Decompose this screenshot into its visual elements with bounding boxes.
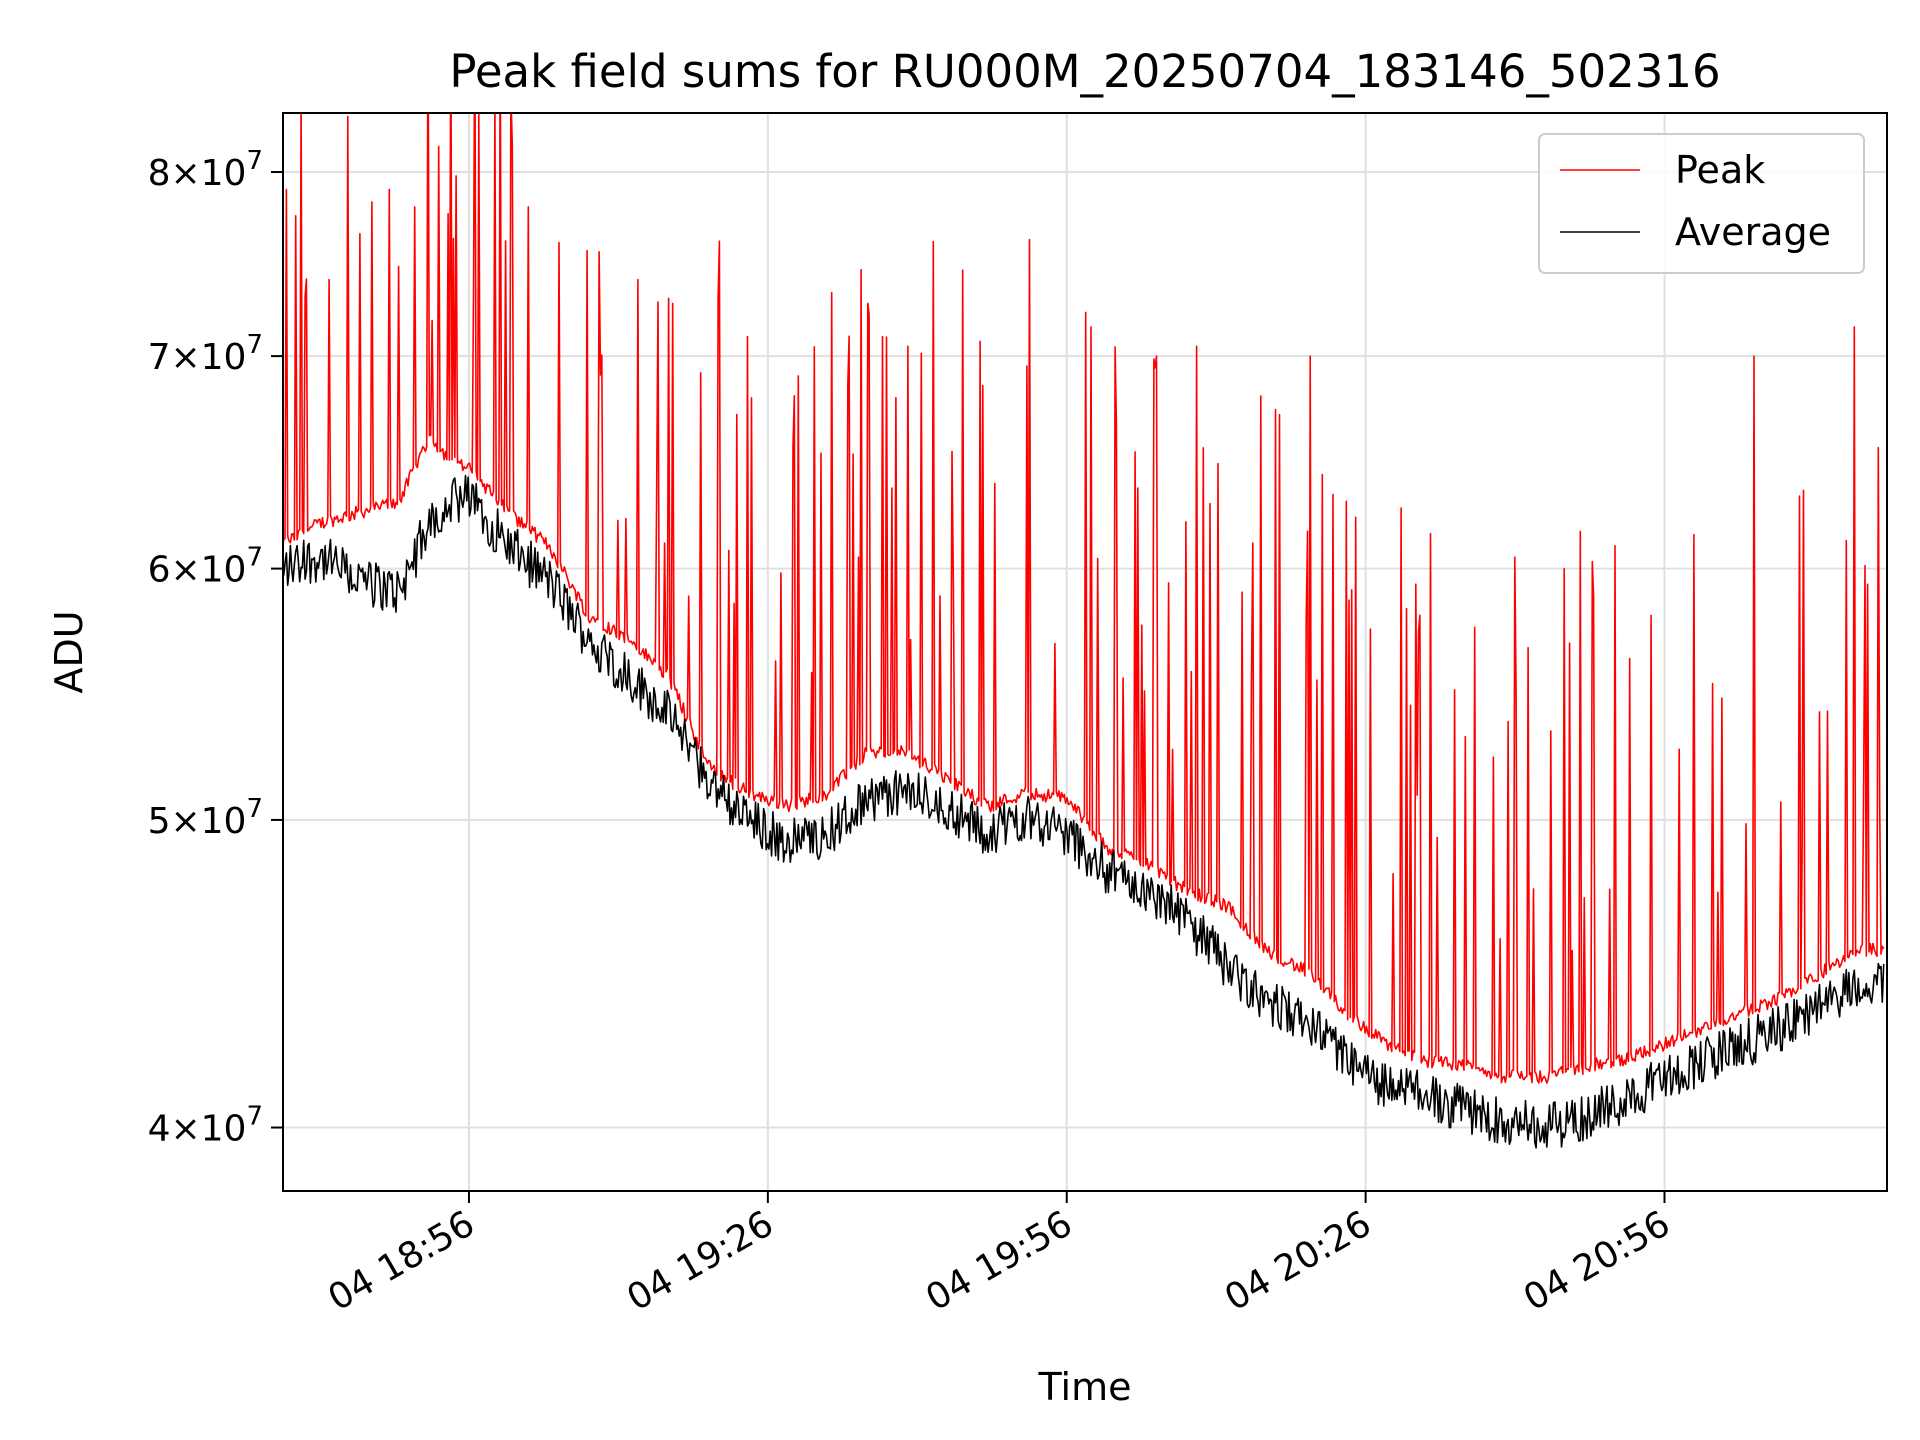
data-lines <box>283 113 1885 1149</box>
y-axis: 4×107 5×107 6×107 7×107 8×107 <box>148 146 283 1150</box>
legend-box <box>1538 133 1865 274</box>
y-tick-label: 8×107 <box>148 146 263 194</box>
y-axis-label: ADU <box>47 610 91 693</box>
chart-title: Peak field sums for RU000M_20250704_1831… <box>449 45 1720 98</box>
x-axis-label: Time <box>1038 1365 1132 1409</box>
legend-label-peak: Peak <box>1675 148 1765 192</box>
y-tick-label: 7×107 <box>148 330 263 378</box>
y-tick-label: 5×107 <box>148 794 263 842</box>
legend: Peak Average <box>1538 133 1865 274</box>
series-line-average <box>283 474 1885 1149</box>
y-tick-label: 6×107 <box>148 543 263 591</box>
y-tick-label: 4×107 <box>148 1102 263 1150</box>
plot-frame <box>282 112 1888 1192</box>
series-line-peak <box>283 113 1885 1084</box>
legend-label-average: Average <box>1675 210 1831 254</box>
